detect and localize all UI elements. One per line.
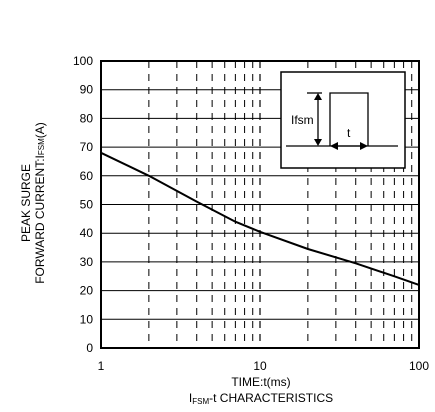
y-tick-label: 40: [80, 226, 94, 240]
inset-frame: [280, 71, 406, 169]
y-tick-label: 70: [80, 140, 94, 154]
x-tick-label: 100: [409, 359, 429, 373]
y-tick-label: 60: [80, 169, 94, 183]
y-axis-title-unit: (A): [33, 122, 47, 138]
data-series-line: [100, 151, 420, 286]
y-tick-label: 30: [80, 255, 94, 269]
y-tick-label: 20: [80, 284, 94, 298]
arrowhead-down-icon: [314, 139, 322, 146]
y-tick-label: 50: [80, 198, 94, 212]
arrowhead-right-icon: [360, 142, 368, 150]
y-axis-title-main: FORWARD CURRENT:I: [33, 155, 47, 284]
arrowhead-up-icon: [314, 93, 322, 100]
plot-frame: [100, 60, 420, 349]
inset-duration-label: t: [347, 126, 351, 140]
y-tick-label: 0: [86, 341, 93, 355]
inset-pulse: [329, 92, 369, 146]
y-tick-label: 90: [80, 83, 94, 97]
waveform-inset: Ifsm t: [280, 71, 406, 169]
caption-subscript: FSM: [192, 397, 209, 406]
arrowhead-left-icon: [330, 142, 338, 150]
inset-amplitude-label: Ifsm: [291, 113, 314, 127]
y-tick-label: 80: [80, 111, 94, 125]
chart-caption: IFSM-t CHARACTERISTICS: [189, 391, 333, 406]
y-axis-title-subscript: FSM: [37, 138, 46, 155]
x-axis-title: TIME:t(ms): [231, 375, 290, 389]
grid-lines: [101, 61, 419, 348]
caption-main: I: [189, 391, 192, 405]
x-tick-label: 10: [253, 359, 267, 373]
y-axis-title-line2: FORWARD CURRENT:IFSM(A): [33, 122, 47, 284]
caption-end: -t CHARACTERISTICS: [209, 391, 333, 405]
y-axis-title-line1: PEAK SURGE: [19, 164, 33, 242]
x-tick-label: 1: [98, 359, 105, 373]
y-tick-label: 100: [73, 54, 93, 68]
y-tick-label: 10: [80, 312, 94, 326]
